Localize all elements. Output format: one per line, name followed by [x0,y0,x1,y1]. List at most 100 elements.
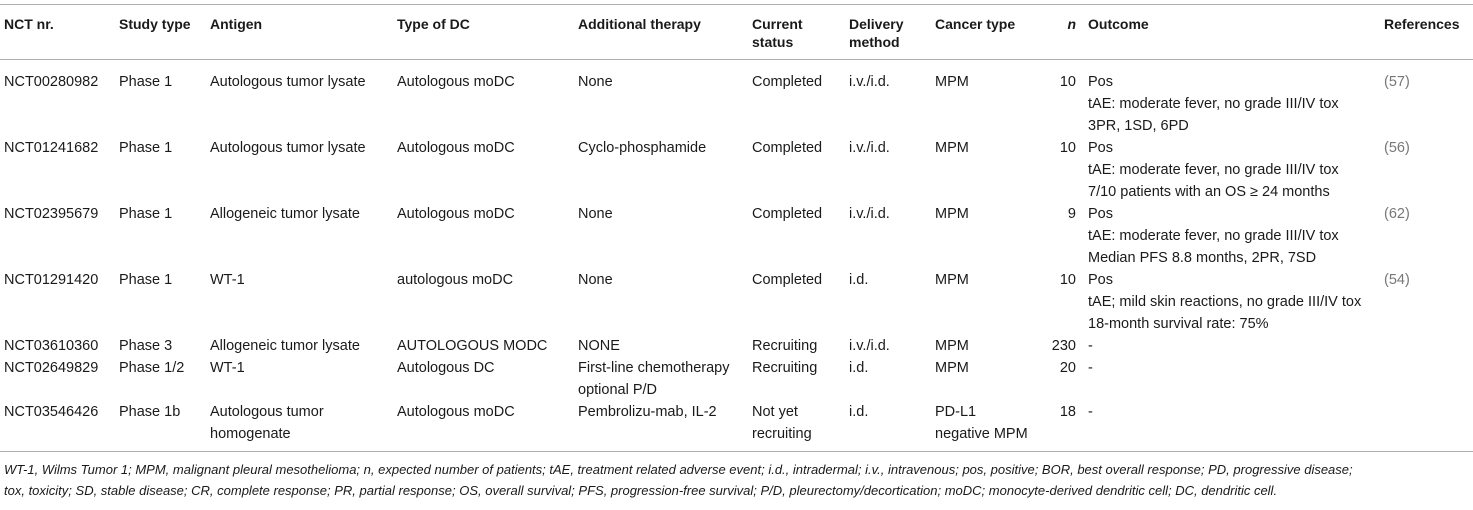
cell-antigen-line: Autologous tumor [210,404,324,420]
footnote-line-1: WT-1, Wilms Tumor 1; MPM, malignant pleu… [4,462,1353,477]
header-study-type: Study type [115,4,206,60]
cell-n: 9 [1067,206,1076,222]
cell-outcome: - [1084,357,1380,401]
cell-outcome-line: Pos [1088,74,1113,90]
cell-antigen: Allogeneic tumor lysate [206,203,393,269]
cell-antigen-line: WT-1 [210,360,245,376]
cell-additional-therapy-line: First-line chemotherapy [578,360,730,376]
cell-current-status: Recruiting [748,357,845,401]
cell-reference: (56) [1384,140,1410,156]
table-row: NCT02649829 Phase 1/2 WT-1 Autologous DC Fir… [0,357,1473,401]
cell-additional-therapy-line: Cyclo-phosphamide [578,140,707,156]
table-row: NCT00280982 Phase 1 Autologous tumor lysat… [0,60,1473,138]
cell-dc-type: autologous moDC [397,272,514,288]
cell-n: 20 [1059,360,1076,376]
cell-delivery-method: i.v./i.d. [849,206,890,222]
cell-current-status-line: Completed [752,272,823,288]
cell-n: 10 [1059,140,1076,156]
cell-antigen: Autologous tumor homogenate [206,401,393,452]
cell-delivery-method: i.v./i.d. [849,140,890,156]
header-status-line-1: Current [752,16,803,32]
cell-nct: NCT01291420 [4,272,99,288]
header-delivery-line-1: Delivery [849,16,904,32]
cell-outcome-line: tAE; mild skin reactions, no grade III/I… [1088,294,1362,310]
cell-cancer-type-line: negative MPM [935,426,1028,442]
cell-outcome: Pos tAE: moderate fever, no grade III/IV … [1084,137,1380,203]
cell-cancer-type-line: MPM [935,140,969,156]
cell-dc-type: Autologous DC [397,360,495,376]
cell-study-type: Phase 1/2 [119,360,185,376]
cell-cancer-type: MPM [931,137,1033,203]
cell-antigen-line: Autologous tumor lysate [210,140,366,156]
header-delivery-line-2: method [849,34,900,50]
header-nct: NCT nr. [0,4,115,60]
cell-additional-therapy-line: None [578,206,613,222]
cell-antigen: WT-1 [206,357,393,401]
cell-outcome: Pos tAE: moderate fever, no grade III/IV … [1084,203,1380,269]
cell-study-type: Phase 1b [115,401,206,452]
cell-current-status-line: Not yet [752,404,798,420]
header-row: NCT nr. Study type Antigen Type of DC Ad… [0,4,1473,60]
cell-current-status: Completed [748,60,845,138]
header-additional-therapy: Additional therapy [574,4,748,60]
cell-antigen-line: homogenate [210,426,291,442]
table-row: NCT03546426 Phase 1b Autologous tumor homog… [0,401,1473,452]
cell-study-type: Phase 1 [119,140,173,156]
cell-reference [1380,401,1473,452]
cell-current-status: Completed [748,137,845,203]
cell-current-status-line: Recruiting [752,360,818,376]
header-delivery-method: Delivery method [845,4,931,60]
table-footnote: WT-1, Wilms Tumor 1; MPM, malignant pleu… [4,459,1464,501]
header-status-line-2: status [752,34,794,50]
cell-additional-therapy: None [574,60,748,138]
cell-outcome-line: tAE: moderate fever, no grade III/IV tox [1088,228,1339,244]
cell-n: 230 [1051,338,1076,354]
cell-cancer-type-line: MPM [935,360,969,376]
cell-additional-therapy: First-line chemotherapy optional P/D [574,357,748,401]
cell-current-status: Recruiting [748,335,845,357]
cell-outcome-line: Pos [1088,206,1113,222]
clinical-trials-table: NCT nr. Study type Antigen Type of DC Ad… [0,4,1473,452]
cell-delivery-method: i.v./i.d. [849,74,890,90]
cell-additional-therapy-line: None [578,272,613,288]
cell-current-status-line: recruiting [752,426,812,442]
cell-nct: NCT00280982 [4,74,99,90]
cell-nct: NCT01241682 [4,140,99,156]
cell-cancer-type-line: MPM [935,272,969,288]
cell-reference: (54) [1384,272,1410,288]
cell-current-status-line: Recruiting [752,338,818,354]
cell-additional-therapy: Pembrolizu-mab, IL-2 [574,401,748,452]
cell-antigen-line: Allogeneic tumor lysate [210,206,360,222]
cell-delivery-method: i.d. [849,272,869,288]
cell-dc-type: Autologous moDC [397,206,515,222]
footnote-line-2: tox, toxicity; SD, stable disease; CR, c… [4,483,1278,498]
cell-outcome-line: 3PR, 1SD, 6PD [1088,118,1189,134]
cell-outcome-line: - [1088,404,1093,420]
cell-additional-therapy-line: None [578,74,613,90]
cell-nct: NCT03610360 [4,338,99,354]
cell-reference: (62) [1384,206,1410,222]
cell-cancer-type: MPM [931,60,1033,138]
cell-current-status-line: Completed [752,140,823,156]
cell-delivery-method: i.v./i.d. [849,338,890,354]
cell-additional-therapy-line: Pembrolizu-mab, IL-2 [578,404,717,420]
cell-outcome-line: tAE: moderate fever, no grade III/IV tox [1088,96,1339,112]
cell-current-status: Not yet recruiting [748,401,845,452]
cell-delivery-method: i.d. [845,401,931,452]
table-row: NCT01241682 Phase 1 Autologous tumor lysat… [0,137,1473,203]
header-n: n [1033,4,1084,60]
cell-outcome: - [1084,401,1380,452]
cell-cancer-type: MPM [931,357,1033,401]
cell-n: 10 [1059,74,1076,90]
cell-study-type: Phase 1 [119,272,173,288]
cell-outcome-line: tAE: moderate fever, no grade III/IV tox [1088,162,1339,178]
cell-dc-type: Autologous moDC [397,74,515,90]
cell-outcome-line: Pos [1088,140,1113,156]
cell-cancer-type-line: MPM [935,206,969,222]
cell-cancer-type: PD-L1 negative MPM [931,401,1033,452]
cell-additional-therapy: None [574,203,748,269]
header-antigen: Antigen [206,4,393,60]
cell-study-type: Phase 1 [119,206,173,222]
cell-additional-therapy: Cyclo-phosphamide [574,137,748,203]
